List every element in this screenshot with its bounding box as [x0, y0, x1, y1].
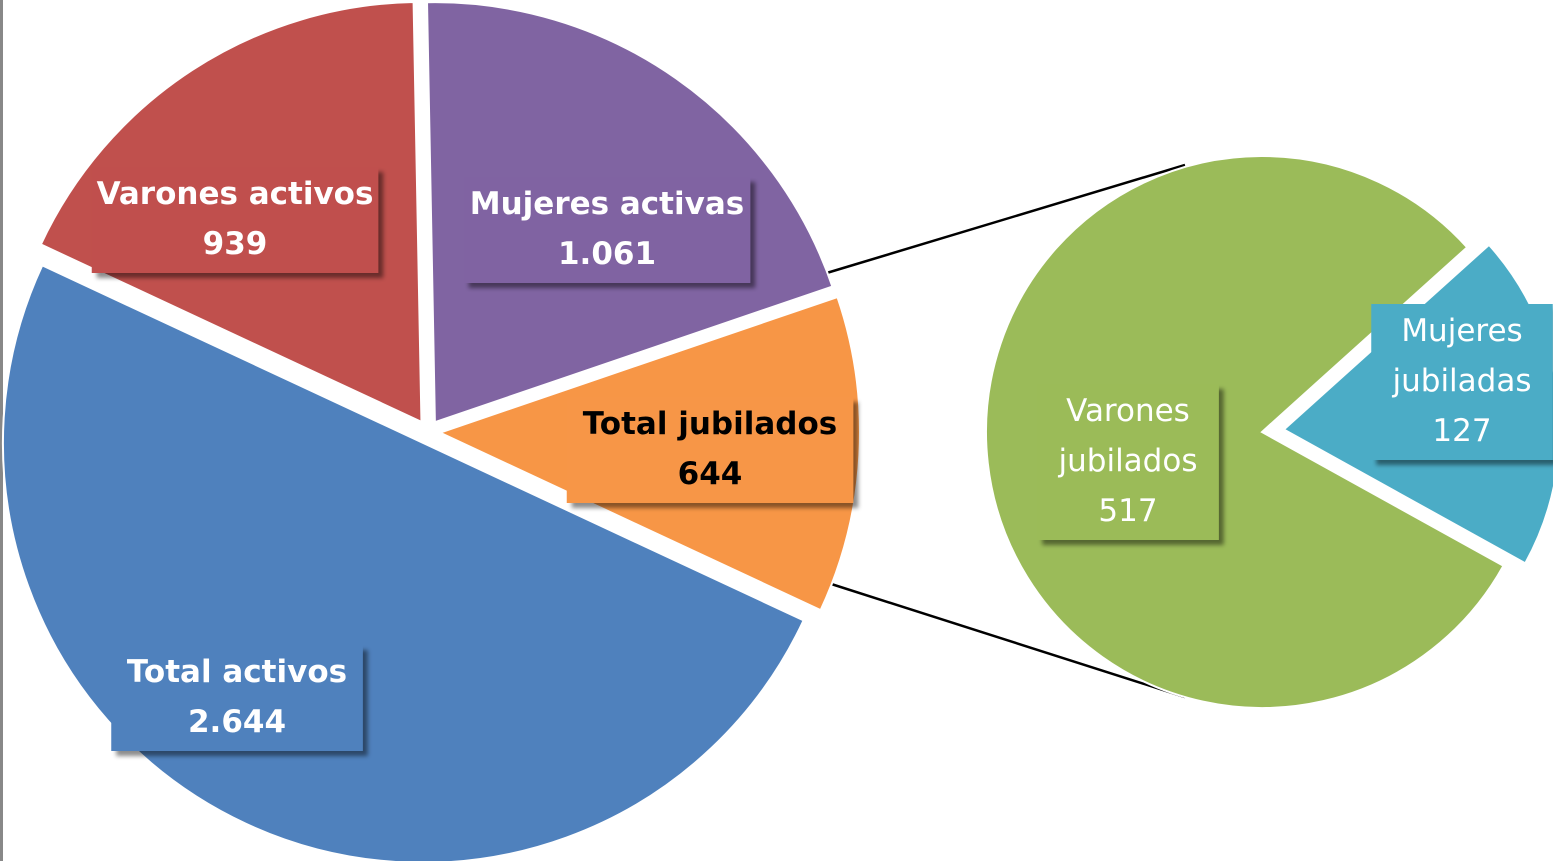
- label-name: Varones activos: [97, 176, 374, 212]
- connector: [824, 580, 1186, 699]
- label-name: Mujeres activas: [470, 186, 744, 222]
- label-box: [463, 177, 751, 283]
- data-label: Mujeres activas 1.061: [470, 186, 744, 272]
- label-name: Mujeres jubiladas: [1392, 313, 1532, 399]
- label-name: Total jubilados: [583, 406, 837, 442]
- data-label: Varones jubilados 517: [1058, 393, 1198, 529]
- label-box: [1371, 304, 1553, 460]
- data-label: Total activos 2.644: [127, 654, 347, 740]
- label-box: [91, 167, 379, 273]
- label-value: 2.644: [188, 704, 286, 740]
- connector: [819, 163, 1186, 277]
- label-box: [1037, 384, 1219, 540]
- label-value: 127: [1432, 413, 1491, 449]
- data-label: Varones activos 939: [97, 176, 374, 262]
- label-box: [566, 397, 854, 503]
- label-name: Total activos: [127, 654, 347, 690]
- label-value: 517: [1098, 493, 1157, 529]
- left-border: [0, 0, 3, 861]
- data-label: Mujeres jubiladas 127: [1392, 313, 1532, 449]
- label-value: 644: [678, 456, 743, 492]
- label-name: Varones jubilados: [1058, 393, 1198, 479]
- pie-slice: [985, 155, 1505, 709]
- label-value: 1.061: [558, 236, 656, 272]
- label-value: 939: [203, 226, 268, 262]
- label-box: [111, 645, 363, 751]
- data-label: Total jubilados 644: [583, 406, 837, 492]
